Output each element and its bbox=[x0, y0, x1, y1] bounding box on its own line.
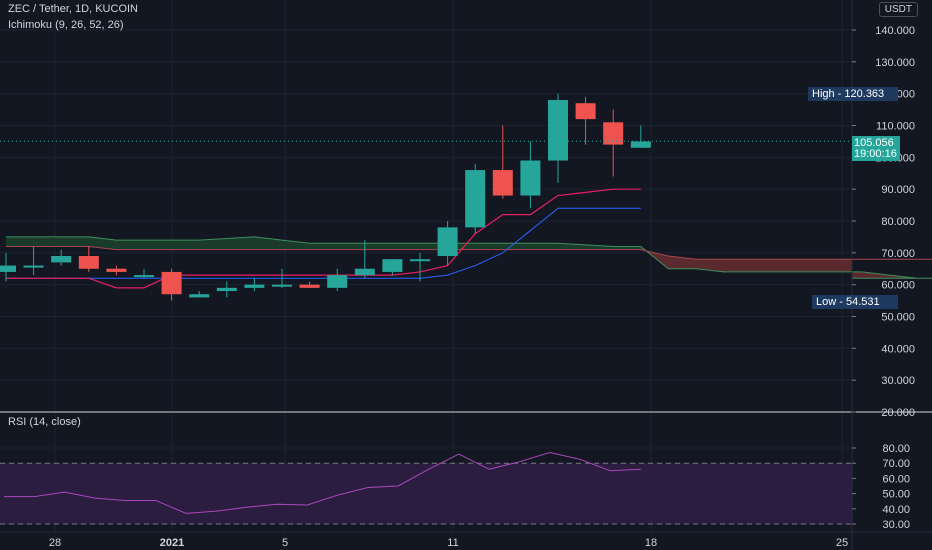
tenkan-sen-line bbox=[6, 188, 641, 289]
candle-up bbox=[134, 275, 154, 278]
price-tick-label: 70.000 bbox=[881, 248, 915, 260]
low-value: 54.531 bbox=[845, 296, 880, 308]
rsi-band-fill bbox=[0, 463, 852, 524]
rsi-legend[interactable]: RSI (14, close) bbox=[8, 416, 81, 428]
kijun-sen-line bbox=[6, 207, 641, 279]
time-axis-label: 2021 bbox=[160, 537, 184, 549]
candle-up bbox=[23, 265, 44, 268]
time-axis-label: 18 bbox=[645, 537, 657, 549]
candle-up bbox=[189, 294, 210, 298]
senkou-span-b-line bbox=[6, 245, 932, 260]
candle-down bbox=[603, 122, 624, 145]
price-tick-label: 90.000 bbox=[881, 184, 915, 196]
high-value: 120.363 bbox=[844, 88, 885, 100]
last-price-label: 105.056 bbox=[852, 136, 900, 150]
rsi-tick-label: 50.00 bbox=[882, 489, 910, 501]
candle-down bbox=[106, 268, 127, 272]
candle-up bbox=[244, 284, 265, 288]
price-tick-label: 50.000 bbox=[881, 312, 915, 324]
time-axis-label: 25 bbox=[836, 537, 848, 549]
time-axis-label: 5 bbox=[282, 537, 288, 549]
candle-up bbox=[520, 160, 541, 196]
rsi-tick-label: 70.00 bbox=[882, 458, 910, 470]
countdown-label: 19:00:16 bbox=[852, 147, 900, 161]
low-marker: Low - 54.531 bbox=[812, 295, 898, 309]
ichimoku-legend[interactable]: Ichimoku (9, 26, 52, 26) bbox=[8, 19, 124, 31]
price-tick-label: 80.000 bbox=[881, 216, 915, 228]
rsi-tick-label: 60.00 bbox=[882, 473, 910, 485]
candle-down bbox=[575, 103, 596, 120]
candle-up bbox=[630, 141, 651, 148]
price-tick-label: 110.000 bbox=[876, 121, 915, 133]
rsi-tick-label: 80.00 bbox=[882, 443, 910, 455]
senkou-span-a-line bbox=[6, 236, 932, 279]
high-label: High bbox=[812, 88, 835, 100]
candle-up bbox=[382, 259, 403, 272]
candle-up bbox=[51, 256, 72, 263]
time-axis-label: 28 bbox=[49, 537, 61, 549]
price-tick-label: 130.000 bbox=[875, 57, 915, 69]
rsi-tick-label: 30.00 bbox=[882, 519, 910, 531]
candle-up bbox=[548, 100, 568, 161]
candle-up bbox=[0, 265, 16, 272]
currency-button[interactable]: USDT bbox=[878, 2, 918, 17]
time-axis-label: 11 bbox=[447, 537, 458, 549]
candle-up bbox=[465, 170, 486, 228]
price-tick-label: 30.000 bbox=[881, 375, 915, 387]
candle-down bbox=[78, 256, 99, 269]
price-tick-label: 20.000 bbox=[881, 407, 915, 419]
candle-down bbox=[492, 170, 513, 196]
chart-title: ZEC / Tether, 1D, KUCOIN bbox=[8, 3, 139, 15]
candle-up bbox=[327, 275, 348, 288]
candle-up bbox=[272, 284, 292, 287]
candle-up bbox=[410, 259, 430, 262]
rsi-tick-label: 40.00 bbox=[882, 504, 910, 516]
candle-up bbox=[354, 268, 375, 276]
high-marker: High - 120.363 bbox=[808, 87, 898, 101]
candle-up bbox=[216, 287, 237, 292]
price-tick-label: 60.000 bbox=[881, 280, 915, 292]
price-tick-label: 40.000 bbox=[881, 343, 915, 355]
rsi-line bbox=[4, 452, 641, 514]
price-tick-label: 140.000 bbox=[875, 25, 915, 37]
candle-down bbox=[299, 284, 320, 288]
candle-down bbox=[161, 271, 182, 295]
low-label: Low bbox=[816, 296, 837, 308]
candle-up bbox=[437, 227, 458, 257]
